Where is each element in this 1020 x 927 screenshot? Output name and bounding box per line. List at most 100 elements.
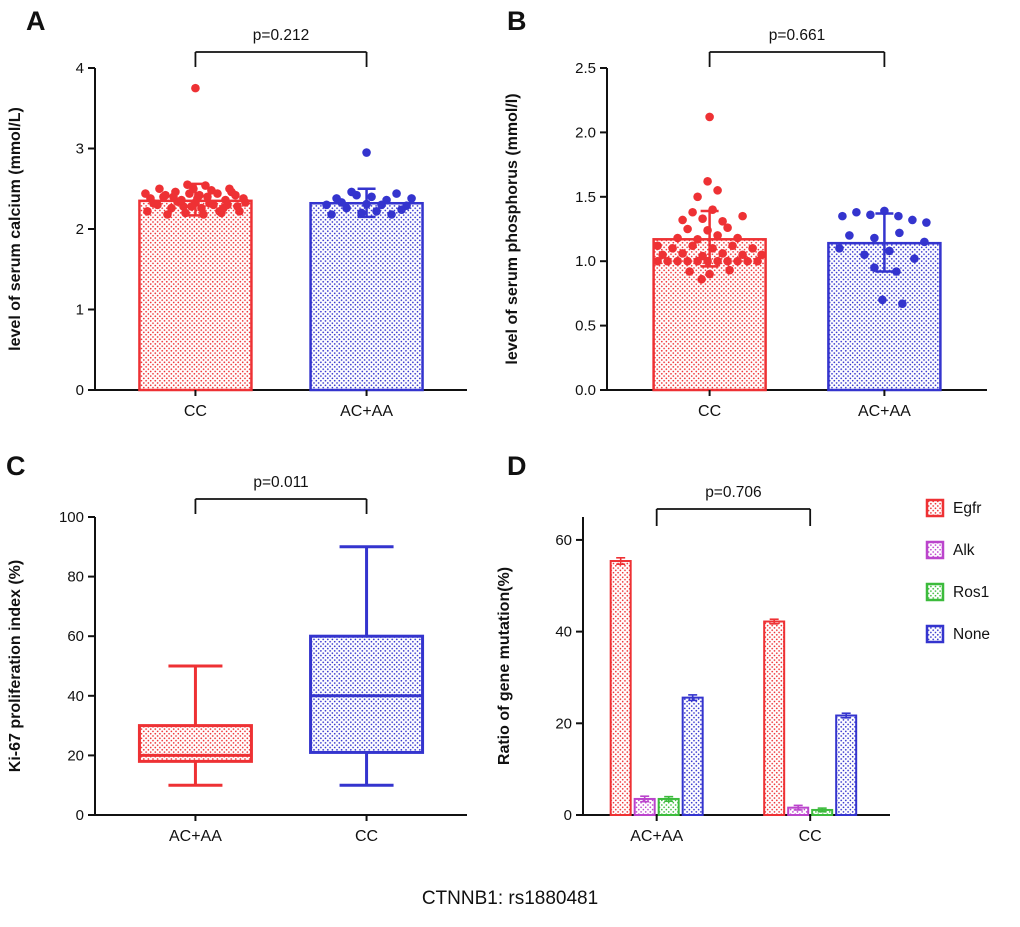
serum-phosphorus-bar-chart: 0.0 0.5 1.0 1.5 2.0 2.5 level of serum phospho… — [495, 0, 1020, 440]
scatter-point — [199, 210, 208, 219]
scatter-point — [725, 265, 734, 275]
scatter-point — [658, 250, 667, 260]
bar-AC+AA-None — [681, 696, 704, 817]
scatter-point — [193, 194, 202, 203]
scatter-point — [870, 233, 879, 243]
scatter-point — [678, 249, 687, 258]
scatter-point — [703, 177, 712, 186]
x-category-label: CC — [698, 403, 721, 420]
legend-label-Alk: Alk — [953, 542, 975, 559]
scatter-point — [342, 203, 351, 213]
scatter-point — [922, 218, 931, 227]
scatter-point — [673, 233, 682, 243]
scatter-point — [225, 184, 234, 194]
scatter-point — [748, 244, 757, 253]
scatter-point — [685, 267, 694, 276]
scatter-point — [713, 231, 722, 240]
x-category-label: AC+AA — [858, 403, 911, 420]
x-category-label: CC — [355, 828, 378, 845]
y-tick-label: 0.5 — [575, 318, 596, 335]
scatter-point — [733, 233, 742, 243]
scatter-point — [723, 256, 732, 266]
scatter-point — [908, 215, 917, 225]
scatter-point — [367, 192, 376, 202]
bar-AC+AA-Egfr — [609, 560, 632, 816]
panel-letter: B — [507, 6, 527, 36]
scatter-point — [880, 206, 889, 216]
scatter-point — [708, 205, 717, 214]
x-category-label: AC+AA — [169, 828, 222, 845]
y-tick-label: 60 — [555, 532, 572, 549]
panel-letter: A — [26, 6, 46, 36]
scatter-point — [860, 250, 869, 260]
scatter-point — [377, 200, 386, 210]
scatter-point — [181, 208, 190, 218]
legend-label-Egfr: Egfr — [953, 500, 981, 517]
scatter-point — [337, 198, 346, 207]
scatter-point — [723, 223, 732, 233]
scatter-point — [688, 207, 697, 217]
serum-calcium-bar-chart: 0 1 2 3 4 level of serum calcium (mmol/L) A CC A… — [0, 0, 495, 440]
legend-swatch-None — [925, 624, 945, 644]
scatter-point — [866, 210, 875, 220]
scatter-point — [141, 189, 150, 198]
scatter-point — [705, 112, 714, 122]
y-tick-label: 40 — [555, 624, 572, 641]
scatter-point — [693, 235, 702, 244]
y-tick-label: 20 — [555, 715, 572, 732]
x-category-label: CC — [799, 828, 822, 845]
y-tick-label: 0.0 — [575, 382, 596, 399]
scatter-point — [362, 148, 371, 157]
scatter-point — [213, 189, 222, 198]
y-tick-label: 2.5 — [575, 60, 596, 77]
scatter-point — [322, 200, 331, 210]
ki67-box-plot: 0 20 40 60 80 100 Ki-67 proliferation index (%… — [0, 445, 495, 870]
scatter-point — [155, 184, 164, 194]
x-category-label: AC+AA — [630, 828, 683, 845]
y-tick-label: 1.0 — [575, 253, 596, 270]
y-tick-label: 0 — [76, 807, 84, 824]
scatter-point — [708, 244, 717, 253]
scatter-point — [920, 237, 929, 247]
legend-label-Ros1: Ros1 — [953, 584, 989, 601]
p-value-label: p=0.661 — [769, 27, 825, 44]
scatter-point — [177, 195, 186, 205]
y-tick-label: 0 — [564, 807, 572, 824]
y-axis-title: level of serum phosphorus (mmol/l) — [504, 93, 521, 364]
scatter-point — [169, 192, 178, 202]
scatter-point — [205, 198, 214, 208]
scatter-point — [713, 186, 722, 195]
scatter-point — [713, 256, 722, 266]
p-value-label: p=0.212 — [253, 27, 309, 44]
scatter-point — [191, 83, 200, 93]
y-axis-title: level of serum calcium (mmol/L) — [7, 107, 24, 351]
scatter-point — [835, 244, 844, 253]
scatter-point — [143, 206, 152, 216]
scatter-point — [753, 256, 762, 266]
bar-CC-Egfr — [763, 620, 786, 816]
y-tick-label: 2.0 — [575, 124, 596, 141]
scatter-point — [757, 250, 766, 260]
figure-caption: CTNNB1: rs1880481 — [421, 888, 599, 909]
scatter-point — [231, 190, 240, 200]
scatter-point — [219, 203, 228, 213]
scatter-point — [885, 246, 894, 256]
y-tick-label: 20 — [67, 747, 84, 764]
legend-label-None: None — [953, 626, 990, 643]
scatter-point — [870, 263, 879, 272]
p-value-label: p=0.011 — [253, 474, 308, 491]
legend-swatch-Ros1 — [925, 582, 945, 602]
scatter-point — [387, 210, 396, 219]
y-tick-label: 1 — [76, 302, 84, 319]
p-value-label: p=0.706 — [705, 484, 761, 501]
scatter-point — [898, 299, 907, 309]
y-tick-label: 4 — [76, 60, 84, 77]
scatter-point — [362, 199, 371, 209]
y-tick-label: 60 — [67, 628, 84, 645]
scatter-point — [743, 256, 752, 266]
y-tick-label: 80 — [67, 569, 84, 586]
scatter-point — [663, 256, 672, 266]
scatter-point — [733, 256, 742, 266]
scatter-point — [347, 187, 356, 197]
y-axis-title: Ratio of gene mutation(%) — [496, 567, 513, 765]
